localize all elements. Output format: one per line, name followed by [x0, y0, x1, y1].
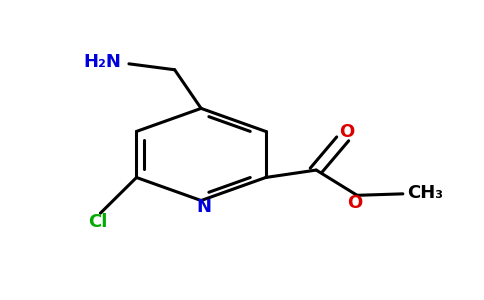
Text: CH₃: CH₃ [407, 184, 443, 202]
Text: Cl: Cl [88, 213, 107, 231]
Text: O: O [347, 194, 363, 212]
Text: N: N [196, 198, 211, 216]
Text: O: O [339, 123, 354, 141]
Text: H₂N: H₂N [84, 53, 121, 71]
